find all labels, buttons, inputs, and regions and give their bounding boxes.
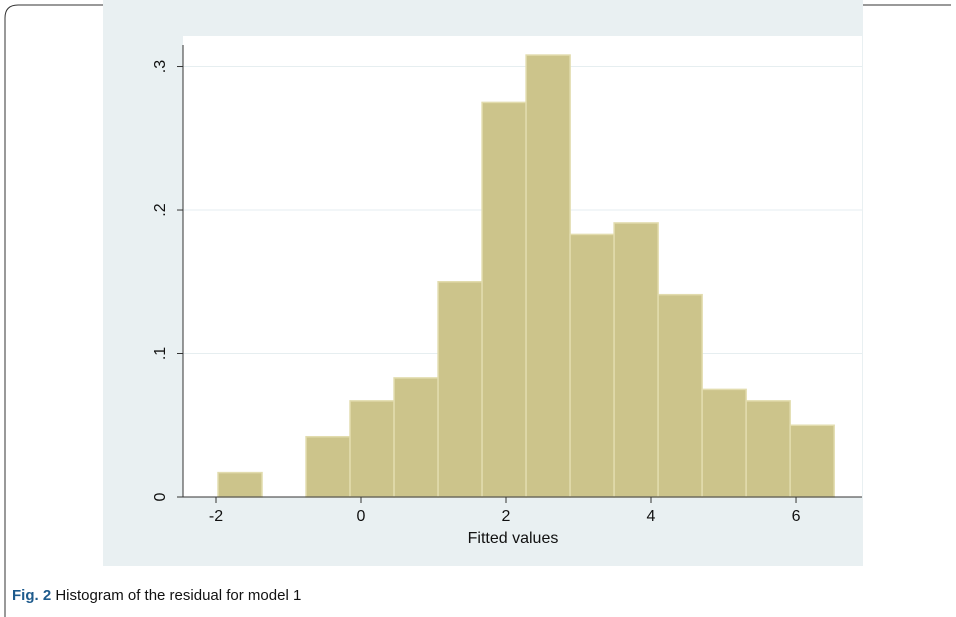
caption-label: Fig. 2 (12, 587, 51, 604)
histogram-bar (393, 377, 439, 498)
x-tick-label: 6 (792, 508, 801, 525)
caption-text: Histogram of the residual for model 1 (55, 587, 301, 604)
histogram-bar (789, 424, 835, 498)
histogram-bar (349, 400, 395, 498)
histogram-bar (217, 471, 263, 498)
histogram-bar (569, 233, 615, 498)
y-tick-label: 0 (152, 492, 169, 501)
x-tick-label: 4 (647, 508, 656, 525)
histogram-bar (525, 54, 571, 498)
histogram-bar (701, 388, 747, 498)
x-tick-label: -2 (209, 508, 223, 525)
caption: Fig. 2 Histogram of the residual for mod… (12, 587, 301, 604)
x-tick-label: 0 (357, 508, 366, 525)
y-tick-label: .1 (152, 347, 169, 360)
histogram-bar (437, 281, 483, 498)
x-axis-title: Fitted values (468, 530, 559, 547)
y-tick-label: .3 (152, 60, 169, 73)
y-tick-label: .2 (152, 203, 169, 216)
histogram-bar (657, 293, 703, 498)
figure-frame (4, 4, 951, 617)
histogram-bar (305, 435, 351, 498)
histogram-bar (745, 400, 791, 498)
histogram-bar (613, 222, 659, 498)
x-tick-label: 2 (502, 508, 511, 525)
histogram-bar (481, 101, 527, 498)
